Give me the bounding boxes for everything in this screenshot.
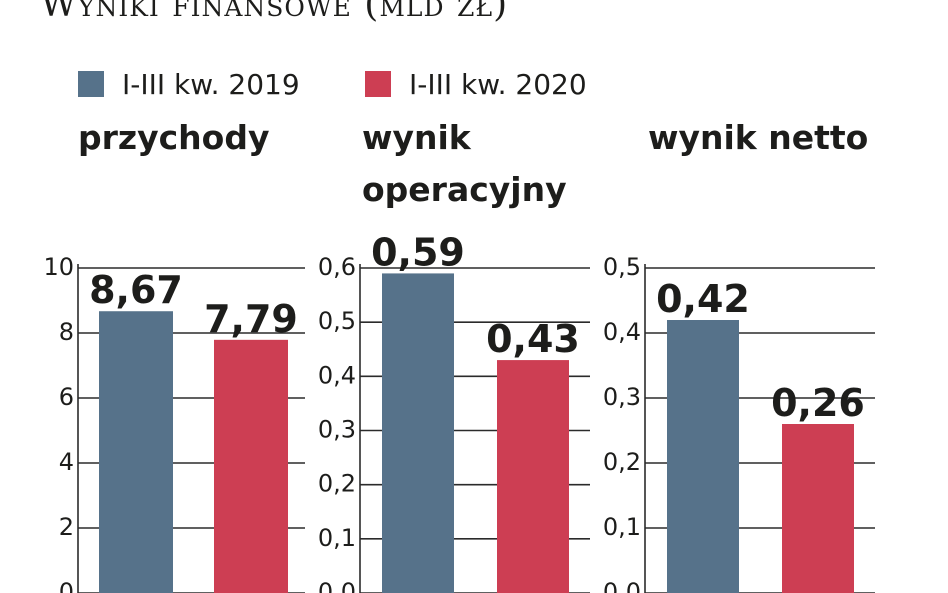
legend-swatch-2020 xyxy=(365,71,391,97)
tick-label-przychody-4: 8 xyxy=(59,318,74,346)
legend-swatch-2019 xyxy=(78,71,104,97)
value-label-wynik-operacyjny-1: 0,43 xyxy=(486,317,580,361)
bar-wynik-operacyjny-1 xyxy=(497,360,569,593)
tick-label-przychody-0: 0 xyxy=(59,578,74,593)
tick-label-wynik-operacyjny-1: 0,1 xyxy=(318,524,356,552)
value-label-wynik-netto-0: 0,42 xyxy=(656,277,750,321)
bar-wynik-netto-0 xyxy=(667,320,739,593)
value-label-przychody-1: 7,79 xyxy=(204,297,298,341)
tick-label-wynik-netto-0: 0,0 xyxy=(603,578,641,593)
tick-label-wynik-operacyjny-0: 0,0 xyxy=(318,578,356,593)
tick-label-wynik-operacyjny-5: 0,5 xyxy=(318,307,356,335)
value-label-wynik-netto-1: 0,26 xyxy=(771,381,865,425)
panel-title-wynik-netto-text: wynik netto xyxy=(648,118,869,157)
panel-title-wynik-operacyjny-line2: operacyjny xyxy=(362,170,567,209)
panel-title-przychody: przychody xyxy=(78,112,269,164)
legend-item-2020: I-III kw. 2020 xyxy=(365,64,587,104)
tick-label-wynik-operacyjny-4: 0,4 xyxy=(318,361,356,389)
bar-przychody-0 xyxy=(99,311,173,593)
tick-label-wynik-operacyjny-6: 0,6 xyxy=(318,253,356,281)
tick-label-wynik-netto-4: 0,4 xyxy=(603,318,641,346)
bar-wynik-operacyjny-0 xyxy=(382,273,454,593)
panel-title-wynik-operacyjny: wynik operacyjny xyxy=(362,112,567,216)
tick-label-przychody-5: 10 xyxy=(43,253,74,281)
bar-przychody-1 xyxy=(214,339,288,593)
legend-label-2019: I-III kw. 2019 xyxy=(122,67,300,101)
panel-title-przychody-text: przychody xyxy=(78,118,270,157)
value-label-wynik-operacyjny-0: 0,59 xyxy=(371,230,465,274)
tick-label-przychody-1: 2 xyxy=(59,513,74,541)
bar-wynik-netto-1 xyxy=(782,424,854,593)
panel-title-wynik-netto: wynik netto xyxy=(648,112,868,164)
tick-label-przychody-2: 4 xyxy=(59,448,74,476)
chart-title: Wyniki finansowe (mld zł) xyxy=(40,0,509,25)
tick-label-przychody-3: 6 xyxy=(59,383,74,411)
tick-label-wynik-netto-2: 0,2 xyxy=(603,448,641,476)
tick-label-wynik-operacyjny-2: 0,2 xyxy=(318,470,356,498)
tick-label-wynik-netto-1: 0,1 xyxy=(603,513,641,541)
legend-label-2020: I-III kw. 2020 xyxy=(409,67,587,101)
value-label-przychody-0: 8,67 xyxy=(89,268,183,312)
tick-label-wynik-netto-5: 0,5 xyxy=(603,253,641,281)
tick-label-wynik-operacyjny-3: 0,3 xyxy=(318,416,356,444)
legend-item-2019: I-III kw. 2019 xyxy=(78,64,300,104)
tick-label-wynik-netto-3: 0,3 xyxy=(603,383,641,411)
panel-title-wynik-operacyjny-line1: wynik xyxy=(362,118,471,157)
